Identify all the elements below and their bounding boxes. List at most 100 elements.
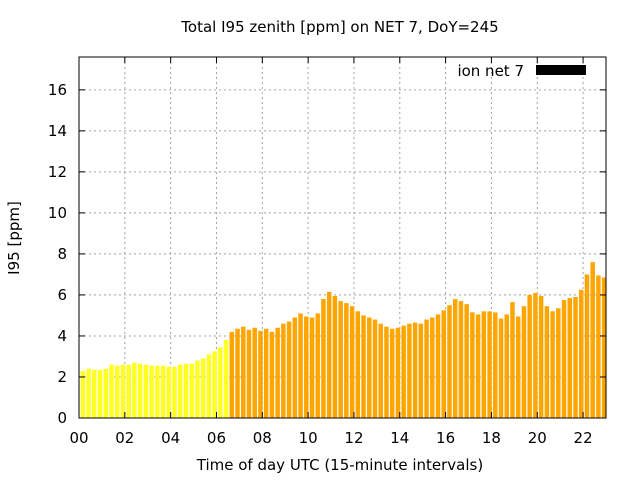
y-tick-label: 0 (57, 409, 67, 427)
bar (567, 298, 572, 418)
legend-swatch (536, 65, 586, 75)
bar (430, 317, 435, 418)
bar (527, 294, 532, 418)
bar (418, 323, 424, 418)
bar (487, 311, 492, 418)
bar (298, 313, 303, 418)
bar (195, 360, 200, 418)
plot-frame (78, 56, 607, 419)
bar (252, 327, 257, 418)
bar (510, 302, 515, 418)
y-tick-label: 8 (57, 245, 67, 263)
bar (412, 322, 418, 418)
bar (212, 351, 217, 418)
bar (355, 311, 361, 418)
bar (315, 313, 320, 418)
bar (286, 321, 292, 418)
x-tick-label: 14 (390, 429, 409, 447)
x-tick-label: 22 (574, 429, 593, 447)
bars (80, 262, 607, 418)
legend: ion net 7 (457, 62, 586, 80)
bar (218, 347, 223, 418)
bar (235, 328, 240, 418)
bar (361, 315, 366, 418)
bar (452, 299, 458, 418)
bar (126, 364, 131, 418)
bar (349, 306, 355, 418)
bar (241, 326, 246, 418)
bar (263, 328, 269, 418)
bar (424, 319, 429, 418)
bar (389, 328, 395, 418)
bar (498, 318, 504, 418)
bar (538, 295, 544, 418)
bar (109, 364, 114, 418)
y-tick-label: 4 (57, 327, 67, 345)
bar (275, 327, 280, 418)
bar (206, 354, 212, 418)
bar (172, 366, 177, 418)
bar (470, 312, 475, 418)
bar (229, 331, 235, 418)
bar (132, 362, 137, 418)
y-tick-label: 16 (48, 81, 67, 99)
x-tick-label: 16 (436, 429, 455, 447)
bar (292, 317, 298, 418)
bar (441, 310, 446, 418)
bar (481, 311, 487, 418)
bar (269, 331, 275, 418)
x-tick-label: 18 (482, 429, 501, 447)
bar (149, 365, 154, 418)
bar (166, 366, 172, 418)
bar (521, 306, 527, 418)
bar (86, 368, 91, 418)
bar (573, 296, 578, 418)
x-tick-label: 00 (69, 429, 88, 447)
bar (447, 305, 452, 418)
bar (338, 301, 343, 418)
bar (504, 314, 509, 418)
bar (590, 262, 595, 418)
x-tick-label: 08 (253, 429, 272, 447)
bar (92, 369, 97, 418)
bar (178, 364, 183, 418)
bar (200, 358, 206, 418)
bar (281, 323, 286, 418)
bar (533, 292, 538, 418)
chart-title: Total I95 zenith [ppm] on NET 7, DoY=245 (180, 18, 498, 36)
bar (578, 289, 584, 418)
bar (372, 319, 378, 418)
bar (475, 314, 481, 418)
bar (344, 303, 349, 418)
x-axis-label: Time of day UTC (15-minute intervals) (196, 456, 483, 474)
y-tick-label: 10 (48, 204, 67, 222)
x-tick-label: 10 (299, 429, 318, 447)
bar (326, 291, 332, 418)
bar (80, 370, 86, 418)
bar (384, 326, 389, 418)
bar (464, 304, 469, 418)
bar (321, 299, 326, 418)
bar (97, 369, 103, 418)
bar (103, 368, 109, 418)
bar (556, 308, 561, 418)
x-tick-label: 12 (344, 429, 363, 447)
bar (378, 323, 383, 418)
bar (401, 325, 406, 418)
bar (395, 327, 401, 418)
bar (189, 363, 194, 418)
y-tick-label: 2 (57, 368, 67, 386)
bar (160, 365, 166, 418)
bar (309, 317, 315, 418)
x-tick-label: 20 (528, 429, 547, 447)
bar (435, 314, 441, 418)
y-tick-label: 12 (48, 163, 67, 181)
bar (596, 275, 601, 418)
bar (223, 340, 229, 418)
x-tick-label: 04 (161, 429, 180, 447)
bar (367, 317, 372, 418)
bar (515, 316, 521, 418)
bar (183, 363, 189, 418)
bar (601, 277, 607, 418)
